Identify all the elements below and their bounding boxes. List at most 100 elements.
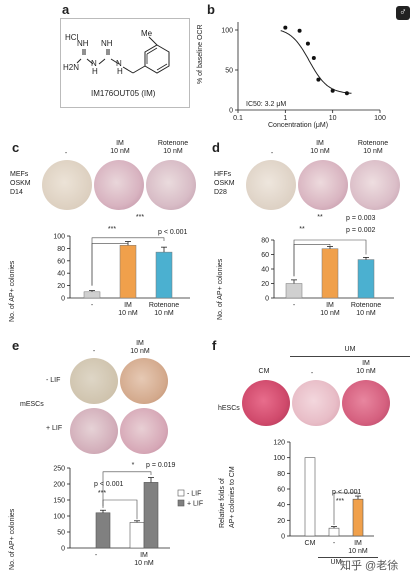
c-bar	[83, 291, 101, 299]
d-bracket-mid	[293, 244, 331, 277]
d-col-dash: -	[270, 150, 274, 157]
c-pval: p < 0.001	[158, 229, 188, 236]
e-ytick-label: 50	[57, 530, 65, 537]
f-xcat-label: 10 nM	[348, 548, 368, 555]
c-bar	[119, 245, 137, 299]
h2n-label: H2N	[63, 63, 80, 72]
c-ytick-label: 80	[57, 246, 65, 253]
e-row-minus-lif: - LIF	[46, 377, 61, 384]
f-xcat-label: IM	[354, 540, 362, 547]
e-xcat-label: IM	[140, 552, 148, 559]
f-um-bottom-bracket	[318, 557, 378, 558]
c-row-line2: OSKM	[10, 180, 31, 187]
f-ytick-label: 100	[273, 455, 285, 462]
d-row-line2: OSKM	[214, 180, 235, 187]
d-dish-rotenone	[350, 160, 400, 210]
e-sig-star: *	[131, 462, 135, 469]
f-um-bracket	[290, 356, 410, 357]
hcl-label: HCl	[65, 33, 79, 42]
d-ytick-label: 0	[265, 296, 269, 303]
b-data-point	[297, 28, 302, 33]
e-ytick-label: 100	[53, 514, 65, 521]
f-side-label: hESCs	[218, 405, 240, 412]
f-ytick-label: 120	[273, 440, 285, 447]
f-col-cm: CM	[258, 368, 270, 375]
compound-name: IM176OUT05 (IM)	[91, 89, 156, 98]
f-ytick-label: 40	[277, 502, 285, 509]
f-ylabel-2: AP+ colonies to CM	[229, 466, 236, 528]
b-xtick-label: 100	[374, 115, 386, 122]
c-xcat-label: 10 nM	[118, 310, 138, 317]
e-bar	[129, 522, 145, 549]
d-col-im-conc: 10 nM	[310, 148, 330, 155]
c-row-line1: MEFs	[10, 171, 29, 178]
c-xcat-label: Rotenone	[149, 302, 179, 309]
f-col-im: IM	[362, 360, 370, 367]
b-data-point	[344, 91, 349, 96]
b-data-point	[316, 77, 321, 82]
b-xtick-label: 10	[329, 115, 337, 122]
f-ytick-label: 60	[277, 487, 285, 494]
c-row-line3: D14	[10, 189, 23, 196]
c-col-dash: -	[64, 150, 68, 157]
d-col-im: IM	[316, 140, 324, 147]
c-dish-rotenone	[146, 160, 196, 210]
c-xcat-label: IM	[124, 302, 132, 309]
c-ytick-label: 60	[57, 258, 65, 265]
b-data-point	[330, 88, 335, 93]
e-ytick-label: 200	[53, 482, 65, 489]
methyl-label: Me	[141, 29, 153, 38]
f-ytick-label: 20	[277, 518, 285, 525]
gender-female-icon[interactable]: ♂	[396, 6, 410, 20]
c-bar	[155, 251, 173, 299]
b-fit-curve	[280, 30, 352, 94]
c-ylabel: No. of AP+ colonies	[9, 260, 16, 322]
e-side-label: mESCs	[20, 401, 44, 408]
d-row-line3: D28	[214, 189, 227, 196]
ic50-annotation: IC50: 3.2 μM	[246, 101, 287, 108]
f-ytick-label: 80	[277, 471, 285, 478]
e-pval-mid: p < 0.001	[94, 481, 124, 488]
c-ytick-label: 20	[57, 283, 65, 290]
b-xlabel: Concentration (μM)	[268, 122, 329, 129]
watermark: 知乎 @老徐	[340, 560, 399, 572]
f-xcat-label: -	[333, 540, 336, 547]
d-xcat-label: -	[293, 302, 296, 309]
d-ylabel: No. of AP+ colonies	[217, 258, 224, 320]
e-sig-mid: ***	[97, 490, 107, 497]
d-sig-top: **	[317, 214, 323, 221]
d-dish-im	[298, 160, 348, 210]
d-bar	[321, 248, 339, 299]
d-xcat-label: 10 nM	[356, 310, 376, 317]
d-xcat-label: IM	[326, 302, 334, 309]
c-xcat-label: 10 nM	[154, 310, 174, 317]
panel-c-label: c	[12, 140, 20, 155]
c-col-rot-conc: 10 nM	[163, 148, 183, 155]
f-sig: ***	[335, 498, 345, 505]
nh-label-2: NH	[77, 39, 89, 48]
e-col-im: IM	[136, 340, 144, 347]
f-ytick-label: 0	[281, 534, 285, 541]
e-bar	[143, 482, 159, 549]
f-dish-um-im	[342, 380, 390, 426]
b-data-point	[283, 25, 288, 30]
f-um-top: UM	[344, 346, 356, 353]
f-bar	[304, 457, 316, 537]
nh-label-1: NH	[101, 39, 113, 48]
panel-e-label: e	[12, 338, 20, 353]
b-data-point	[311, 56, 316, 60]
e-row-plus-lif: + LIF	[46, 425, 63, 432]
f-bar	[352, 498, 364, 537]
d-col-rot: Rotenone	[357, 140, 389, 147]
n-label-1: N	[91, 59, 97, 68]
e-dish-plus-control	[70, 408, 118, 454]
b-xtick-label: 0.1	[233, 115, 243, 122]
b-xtick-label: 1	[283, 115, 287, 122]
e-pval-top: p = 0.019	[146, 462, 176, 469]
c-dish-im	[94, 160, 144, 210]
n-label-2: N	[116, 59, 122, 68]
ocr-dose-response-chart: 0 50 100 0.1 1 10 100	[221, 22, 386, 122]
e-dish-minus-control	[70, 358, 118, 404]
